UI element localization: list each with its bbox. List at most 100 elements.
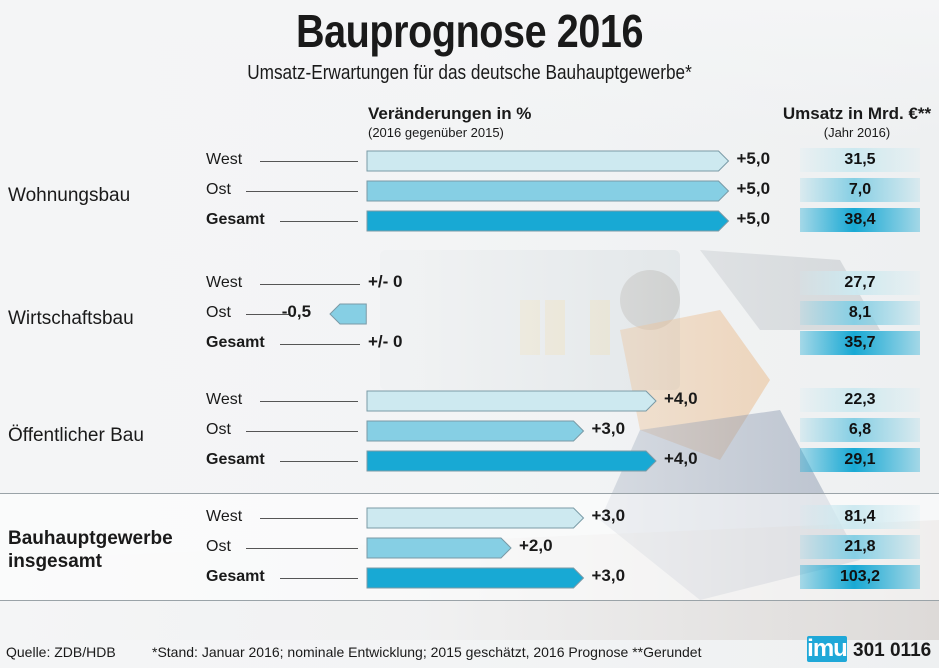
revenue-cell-group-2-ost: 6,8 — [800, 418, 920, 442]
leader-line-group-3-gesamt — [280, 578, 358, 579]
graphic-code: 301 0116 — [853, 640, 932, 661]
bar-group-2-west — [366, 390, 657, 412]
leader-line-group-2-west — [260, 401, 358, 402]
bar-shape-group-1-ost — [329, 303, 367, 325]
leader-line-group-0-gesamt — [280, 221, 358, 222]
bar-group-0-west — [366, 150, 730, 172]
category-label-bauhauptgewerbe-insgesamt: Bauhauptgewerbe insgesamt — [8, 528, 173, 572]
revenue-cell-group-1-west: 27,7 — [800, 271, 920, 295]
leader-line-group-2-ost — [246, 431, 358, 432]
bar-shape-group-0-ost — [366, 180, 730, 202]
row-label-group-2-west: West — [206, 391, 243, 408]
revenue-cell-group-1-gesamt: 35,7 — [800, 331, 920, 355]
total-block-top-separator — [0, 493, 939, 494]
revenue-header-title: Umsatz in Mrd. €** — [782, 104, 932, 123]
leader-line-group-1-ost — [246, 314, 290, 315]
change-column-header: Veränderungen in % (2016 gegenüber 2015) — [368, 104, 531, 140]
bar-shape-group-0-west — [366, 150, 730, 172]
revenue-value-group-0-west: 31,5 — [844, 151, 876, 168]
revenue-value-group-2-ost: 6,8 — [848, 421, 872, 438]
revenue-cell-group-2-gesamt: 29,1 — [800, 448, 920, 472]
revenue-column-header: Umsatz in Mrd. €** (Jahr 2016) — [781, 104, 933, 140]
revenue-value-group-2-gesamt: 29,1 — [844, 451, 876, 468]
chart-title: Bauprognose 2016 — [295, 5, 644, 57]
bar-group-0-gesamt — [366, 210, 730, 232]
revenue-cell-group-0-west: 31,5 — [800, 148, 920, 172]
footnote-text: *Stand: Januar 2016; nominale Entwicklun… — [152, 644, 702, 660]
source-text: Quelle: ZDB/HDB — [6, 644, 116, 660]
value-label-group-3-west: +3,0 — [591, 506, 626, 525]
revenue-value-group-1-gesamt: 35,7 — [844, 334, 876, 351]
bar-shape-group-0-gesamt — [366, 210, 730, 232]
revenue-cell-group-0-gesamt: 38,4 — [800, 208, 920, 232]
value-label-group-2-gesamt: +4,0 — [664, 449, 698, 468]
bar-shape-group-2-west — [366, 390, 657, 412]
leader-line-group-3-west — [260, 518, 358, 519]
bar-group-3-gesamt — [366, 567, 585, 589]
leader-line-group-2-gesamt — [280, 461, 358, 462]
bar-shape-group-2-ost — [366, 420, 585, 442]
value-label-group-1-gesamt: +/- 0 — [368, 332, 403, 351]
row-label-group-3-ost: Ost — [206, 538, 231, 555]
value-label-group-0-west: +5,0 — [736, 149, 771, 168]
category-label-wirtschaftsbau: Wirtschaftsbau — [8, 308, 134, 329]
row-label-group-1-gesamt: Gesamt — [206, 334, 265, 351]
row-label-group-1-west: West — [206, 274, 243, 291]
row-label-group-0-ost: Ost — [206, 181, 231, 198]
leader-line-group-1-west — [260, 284, 360, 285]
value-label-group-0-gesamt: +5,0 — [736, 209, 771, 228]
bar-shape-group-3-west — [366, 507, 585, 529]
revenue-value-group-3-west: 81,4 — [844, 508, 876, 525]
row-label-group-2-ost: Ost — [206, 421, 231, 438]
value-label-group-2-west: +4,0 — [664, 389, 698, 408]
value-label-group-2-ost: +3,0 — [591, 419, 626, 438]
value-label-group-0-ost: +5,0 — [736, 179, 771, 198]
bar-shape-group-2-gesamt — [366, 450, 657, 472]
category-label-wohnungsbau: Wohnungsbau — [8, 185, 131, 206]
revenue-cell-group-1-ost: 8,1 — [800, 301, 920, 325]
bar-group-2-gesamt — [366, 450, 657, 472]
row-label-group-3-west: West — [206, 508, 243, 525]
row-label-group-0-west: West — [206, 151, 243, 168]
revenue-value-group-1-west: 27,7 — [844, 274, 876, 291]
value-label-group-1-west: +/- 0 — [368, 272, 403, 291]
row-label-group-3-gesamt: Gesamt — [206, 568, 265, 585]
value-label-group-1-ost: -0,5 — [281, 302, 312, 321]
leader-line-group-0-ost — [246, 191, 358, 192]
bar-group-0-ost — [366, 180, 730, 202]
leader-line-group-1-gesamt — [280, 344, 360, 345]
revenue-value-group-0-gesamt: 38,4 — [844, 211, 876, 228]
leader-line-group-0-west — [260, 161, 358, 162]
row-label-group-0-gesamt: Gesamt — [206, 211, 265, 228]
revenue-cell-group-3-gesamt: 103,2 — [800, 565, 920, 589]
revenue-header-note: (Jahr 2016) — [823, 125, 891, 140]
total-block-bottom-separator — [0, 600, 939, 601]
change-header-note: (2016 gegenüber 2015) — [368, 125, 504, 140]
bar-shape-group-3-ost — [366, 537, 512, 559]
chart-subtitle: Umsatz-Erwartungen für das deutsche Bauh… — [247, 62, 692, 84]
bar-group-3-west — [366, 507, 585, 529]
leader-line-group-3-ost — [246, 548, 358, 549]
revenue-cell-group-2-west: 22,3 — [800, 388, 920, 412]
revenue-value-group-3-ost: 21,8 — [844, 538, 876, 555]
revenue-value-group-3-gesamt: 103,2 — [839, 568, 881, 585]
revenue-cell-group-3-west: 81,4 — [800, 505, 920, 529]
value-label-group-3-ost: +2,0 — [519, 536, 553, 555]
value-label-group-3-gesamt: +3,0 — [591, 566, 626, 585]
row-label-group-2-gesamt: Gesamt — [206, 451, 265, 468]
revenue-cell-group-0-ost: 7,0 — [800, 178, 920, 202]
change-header-title: Veränderungen in % — [368, 104, 532, 123]
imu-logo: imu — [807, 635, 848, 662]
row-label-group-1-ost: Ost — [206, 304, 231, 321]
revenue-cell-group-3-ost: 21,8 — [800, 535, 920, 559]
revenue-value-group-2-west: 22,3 — [844, 391, 876, 408]
bar-group-2-ost — [366, 420, 585, 442]
bar-group-3-ost — [366, 537, 512, 559]
bar-shape-group-3-gesamt — [366, 567, 585, 589]
revenue-value-group-1-ost: 8,1 — [848, 304, 872, 321]
category-label-öffentlicher-bau: Öffentlicher Bau — [8, 425, 144, 446]
bar-group-1-ost — [329, 303, 367, 325]
revenue-value-group-0-ost: 7,0 — [848, 181, 872, 198]
